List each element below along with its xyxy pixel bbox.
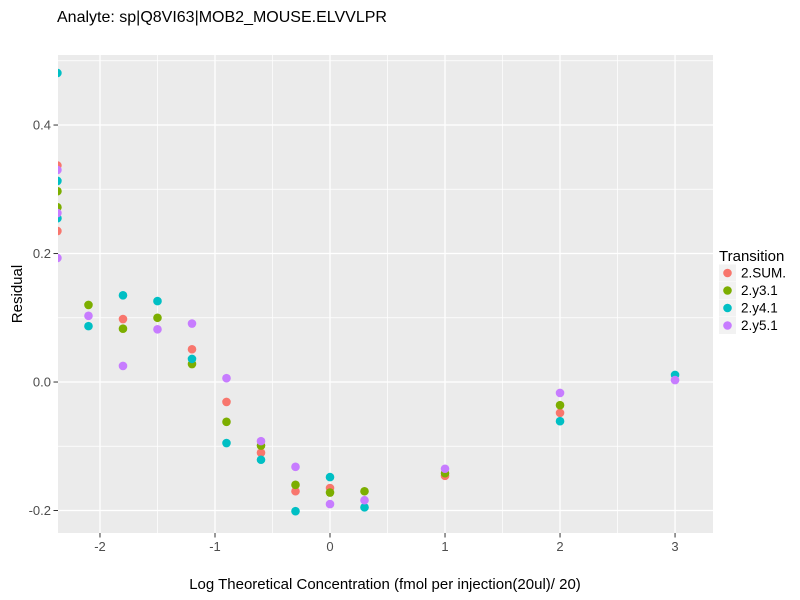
data-point: [222, 373, 231, 383]
data-point: [187, 344, 197, 354]
data-point: [360, 503, 369, 512]
data-point: [555, 408, 565, 418]
data-point: [118, 324, 128, 333]
data-point: [58, 165, 62, 175]
points-layer: [58, 68, 680, 516]
data-point: [291, 506, 300, 516]
data-point: [440, 464, 450, 474]
data-point: [256, 436, 266, 446]
data-point: [58, 226, 62, 236]
data-point: [153, 313, 162, 323]
data-point: [325, 472, 335, 482]
data-point: [670, 375, 680, 385]
data-point: [222, 438, 231, 448]
grid-major-lines: [58, 55, 713, 533]
data-point: [187, 319, 197, 328]
legend-item-label: 2.y3.1: [741, 283, 778, 298]
data-point: [256, 455, 266, 465]
data-point: [58, 253, 62, 263]
legend-key-dot: [723, 268, 732, 278]
y-tick-label: 0.2: [33, 246, 51, 261]
x-tick-label: 0: [326, 539, 333, 554]
axis-ticks: -2 -1 0 1 2 3 -0.2 0.0 0.2 0.4: [29, 118, 679, 554]
data-point: [555, 400, 565, 410]
x-tick-label: -2: [94, 539, 106, 554]
data-point: [153, 325, 162, 334]
y-tick-label: 0.4: [33, 118, 51, 133]
data-point: [325, 488, 335, 497]
data-point: [187, 354, 197, 364]
y-tick-label: -0.2: [29, 503, 51, 518]
data-point: [58, 68, 62, 78]
data-point: [555, 416, 565, 426]
legend: Transition 2.SUM. 2.y3.1 2.y4.1 2.y5.1: [719, 248, 786, 334]
data-point: [84, 300, 93, 310]
legend-item-label: 2.y5.1: [741, 318, 778, 333]
data-point: [291, 462, 300, 472]
x-tick-label: -1: [209, 539, 221, 554]
data-point: [58, 208, 62, 218]
data-point: [58, 176, 62, 186]
data-point: [58, 186, 62, 196]
grid-minor-lines: [58, 55, 713, 533]
data-point: [555, 388, 565, 398]
data-point: [360, 486, 369, 496]
data-point: [325, 499, 335, 509]
data-point: [84, 311, 93, 321]
x-tick-label: 2: [556, 539, 563, 554]
legend-item-label: 2.SUM.: [741, 266, 786, 281]
data-point: [360, 495, 369, 505]
data-point: [153, 296, 162, 306]
chart-title: Analyte: sp|Q8VI63|MOB2_MOUSE.ELVVLPR: [57, 9, 387, 26]
data-point: [222, 397, 231, 407]
x-axis-label: Log Theoretical Concentration (fmol per …: [189, 576, 581, 593]
legend-item-label: 2.y4.1: [741, 301, 778, 316]
y-axis-label: Residual: [9, 265, 26, 323]
data-point: [118, 290, 128, 300]
legend-key-dot: [723, 321, 732, 330]
data-point: [118, 314, 128, 324]
data-point: [118, 361, 128, 371]
plot-panel: [58, 55, 713, 533]
legend-key-dot: [723, 303, 732, 313]
legend-key-dot: [723, 286, 732, 295]
x-tick-label: 1: [441, 539, 448, 554]
legend-title: Transition: [719, 248, 784, 265]
data-point: [84, 321, 93, 331]
y-tick-label: 0.0: [33, 375, 51, 390]
data-point: [256, 448, 266, 457]
legend-items: 2.SUM. 2.y3.1 2.y4.1 2.y5.1: [719, 264, 786, 334]
data-point: [291, 486, 300, 496]
data-point: [222, 417, 231, 427]
x-tick-label: 3: [671, 539, 678, 554]
data-point: [291, 480, 300, 490]
